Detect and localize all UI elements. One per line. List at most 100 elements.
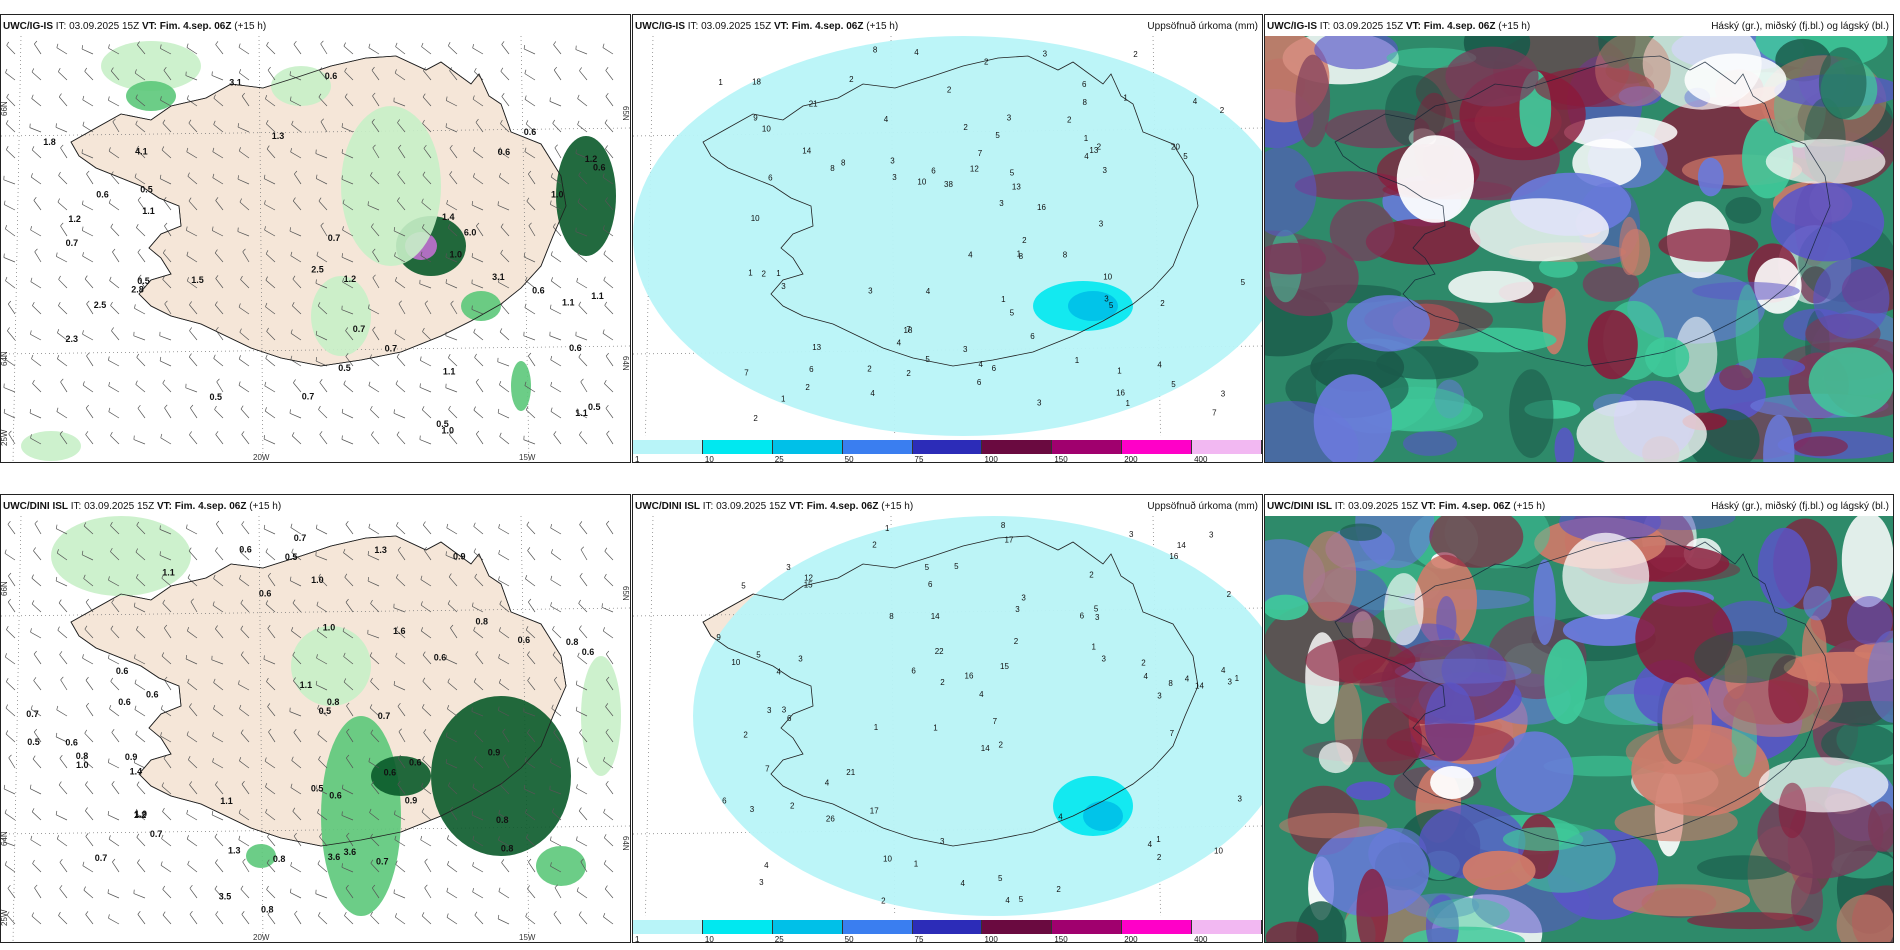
value-label: 3	[1157, 692, 1162, 701]
value-label: 9	[716, 633, 721, 642]
value-label: 4	[1058, 813, 1063, 822]
value-label: 0.7	[378, 711, 391, 721]
value-label: 10	[1103, 273, 1112, 282]
value-label: 3.6	[344, 847, 357, 857]
value-label: 8	[841, 159, 846, 168]
cloud-area	[1403, 431, 1457, 456]
value-label: 3	[963, 345, 968, 354]
precip-area	[1083, 801, 1123, 831]
value-label: 1.2	[585, 154, 598, 164]
value-label: 2	[1056, 885, 1061, 894]
value-label: 2	[849, 75, 854, 84]
lon-label: 20W	[253, 453, 270, 462]
map-precip-wind-dini: 0.70.91.10.80.60.61.41.00.60.60.60.70.90…	[1, 516, 630, 942]
value-label: 0.8	[566, 637, 579, 647]
value-label: 3	[798, 655, 803, 664]
value-label: 1.6	[393, 626, 406, 636]
value-label: 0.5	[210, 392, 223, 402]
value-label: 4	[1221, 666, 1226, 675]
value-label: 8	[1063, 251, 1068, 260]
colorbar-swatch	[702, 440, 773, 454]
colorbar-swatch	[912, 920, 983, 934]
value-label: 0.6	[96, 190, 109, 200]
value-label: 5	[925, 355, 930, 364]
value-label: 0.6	[593, 162, 606, 172]
value-label: 1.2	[68, 214, 81, 224]
cloud-area	[1725, 196, 1762, 224]
cloud-area	[1554, 427, 1575, 462]
precip-area	[536, 846, 586, 886]
value-label: 10	[883, 855, 892, 864]
value-label: 0.6	[524, 127, 537, 137]
value-label: 2	[1014, 637, 1019, 646]
cloud-area	[1562, 532, 1650, 620]
cloud-area	[1846, 596, 1893, 645]
map-accumulated-precip-igis: 1221234614735213334212685865565432134363…	[633, 36, 1262, 436]
value-label: 1.3	[272, 131, 285, 141]
value-label: 0.6	[569, 343, 582, 353]
cloud-area	[1303, 531, 1357, 621]
cloud-area	[1765, 139, 1886, 185]
value-label: 0.8	[273, 854, 286, 864]
lat-label: 25W	[1, 429, 9, 446]
value-label: 5	[954, 562, 959, 571]
value-label: 4	[870, 389, 875, 398]
value-label: 1	[718, 78, 723, 87]
value-label: 4	[884, 115, 889, 124]
cloud-area	[1314, 36, 1398, 70]
value-label: 1.3	[374, 545, 387, 555]
value-label: 14	[802, 147, 811, 156]
wind-barbs	[3, 40, 614, 445]
cloud-area	[1564, 116, 1678, 149]
colorbar-tick: 75	[914, 455, 924, 463]
value-label: 6	[1080, 612, 1085, 621]
value-label: 1	[1084, 134, 1089, 143]
cloud-area	[1684, 53, 1787, 107]
value-label: 1.1	[562, 298, 575, 308]
colorbar: 1 10 25 50 75 100 150 200 400	[633, 440, 1262, 462]
value-label: 2	[790, 801, 795, 810]
value-label: 0.6	[518, 635, 531, 645]
cloud-area	[1719, 365, 1753, 391]
value-label: 5	[1241, 278, 1246, 287]
lat-label: 25W	[1, 909, 9, 926]
value-label: 3	[1099, 220, 1104, 229]
value-label: 1.1	[162, 567, 175, 577]
value-label: 0.9	[453, 551, 466, 561]
value-label: 18	[904, 326, 913, 335]
value-label: 0.6	[118, 697, 131, 707]
cloud-area	[1813, 258, 1890, 339]
precip-area	[461, 291, 501, 321]
panel-header: UWC/DINI ISL IT: 03.09.2025 15Z VT: Fim.…	[3, 501, 282, 512]
value-label: 1.0	[442, 426, 455, 436]
cloud-area	[1658, 228, 1759, 262]
value-label: 3	[1238, 794, 1243, 803]
colorbar-swatch	[1192, 440, 1262, 454]
cloud-area	[1346, 781, 1391, 801]
colorbar-tick: 10	[704, 935, 714, 943]
value-label: 0.9	[125, 752, 138, 762]
precip-area	[341, 106, 441, 266]
value-label: 14	[1177, 541, 1186, 550]
value-label: 0.8	[261, 905, 274, 915]
value-label: 6	[1082, 80, 1087, 89]
value-label: 0.6	[329, 790, 342, 800]
value-label: 2	[1160, 299, 1165, 308]
value-label: 1.3	[228, 846, 241, 856]
value-label: 3	[759, 878, 764, 887]
cloud-area	[1347, 295, 1430, 352]
cloud-area	[1582, 266, 1639, 302]
value-label: 7	[1170, 729, 1175, 738]
colorbar-tick: 100	[984, 935, 998, 943]
lat-label: 65N	[621, 106, 630, 121]
cloud-area	[1662, 677, 1712, 762]
value-label: 2.5	[311, 265, 324, 275]
cloud-area	[1694, 631, 1796, 684]
precip-area	[291, 626, 371, 706]
value-label: 1.0	[311, 575, 324, 585]
value-label: 0.5	[436, 419, 449, 429]
panel-title: Háský (gr.), miðský (fj.bl.) og lágský (…	[1711, 501, 1889, 512]
precip-area	[321, 716, 401, 916]
value-label: 4	[1144, 672, 1149, 681]
colorbar-swatch	[982, 440, 1053, 454]
